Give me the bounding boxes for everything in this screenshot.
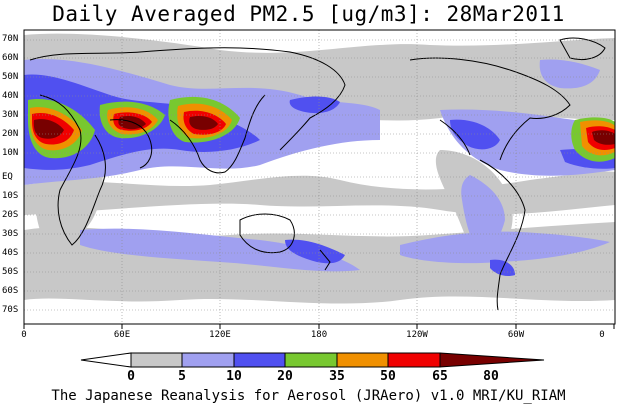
lat-label: 50N: [2, 72, 19, 82]
legend-swatch-4: [284, 352, 338, 368]
lat-label: EQ: [2, 172, 13, 182]
legend-level-label: 10: [226, 369, 242, 384]
lat-label: 70S: [2, 305, 19, 315]
lon-label: 60W: [507, 330, 525, 340]
color-bar: [80, 352, 545, 368]
map-figure: [23, 29, 616, 329]
lon-label: 0: [599, 330, 605, 340]
footer-credit: The Japanese Reanalysis for Aerosol (JRA…: [51, 388, 566, 404]
legend-level-label: 35: [329, 369, 345, 384]
lat-label: 40S: [2, 248, 19, 258]
legend-level-label: 20: [277, 369, 293, 384]
legend-swatch-6: [387, 352, 441, 368]
lon-label: 0: [21, 330, 27, 340]
legend-swatch-5: [336, 352, 389, 368]
lat-label: 30N: [2, 110, 19, 120]
map-title: Daily Averaged PM2.5 [ug/m3]: 28Mar2011: [52, 2, 565, 26]
coastlines: [29, 37, 606, 311]
lon-label: 120E: [209, 330, 231, 340]
legend-swatch-0: [80, 352, 132, 368]
legend-swatch-2: [181, 352, 235, 368]
lon-label: 120W: [406, 330, 428, 340]
legend-level-label: 0: [127, 369, 135, 384]
legend-level-label: 50: [380, 369, 396, 384]
lat-label: 10N: [2, 148, 19, 158]
lon-label: 180: [310, 330, 328, 340]
legend-level-label: 65: [432, 369, 448, 384]
legend-swatch-7: [439, 352, 545, 368]
lat-label: 50S: [2, 267, 19, 277]
lon-label: 60E: [113, 330, 131, 340]
lat-label: 10S: [2, 191, 19, 201]
legend-level-label: 5: [178, 369, 186, 384]
lat-label: 60N: [2, 53, 19, 63]
lat-label: 40N: [2, 91, 19, 101]
lat-label: 30S: [2, 229, 19, 239]
legend-level-label: 80: [483, 369, 499, 384]
concentration-field: [24, 30, 615, 324]
graticule: [24, 30, 615, 324]
lat-label: 60S: [2, 286, 19, 296]
legend-swatch-1: [130, 352, 183, 368]
axis-ticks: [23, 324, 615, 329]
lat-label: 20N: [2, 129, 19, 139]
legend-swatch-3: [233, 352, 286, 368]
lat-label: 70N: [2, 34, 19, 44]
lat-label: 20S: [2, 210, 19, 220]
